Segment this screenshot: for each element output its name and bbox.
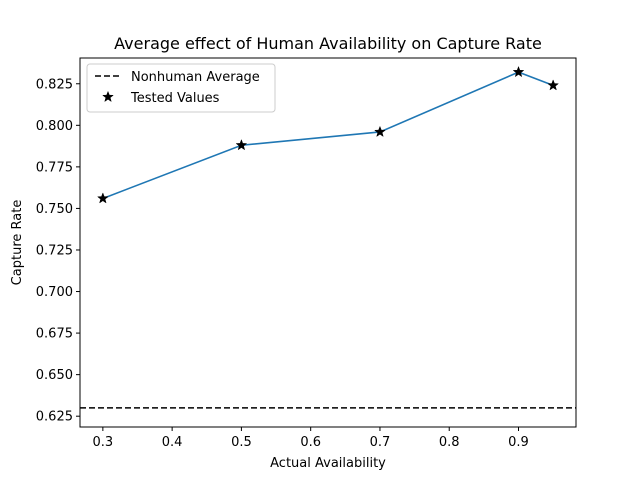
x-tick-label: 0.6 [300,435,321,450]
tested-value-star-marker [235,139,248,151]
x-tick-label: 0.7 [370,435,391,450]
y-tick-label: 0.625 [36,410,73,425]
y-axis: 0.625 0.650 0.675 0.700 0.725 0.750 0.775 0.800… [36,77,80,425]
y-axis-label: Capture Rate [10,200,25,286]
plot-area [80,65,576,409]
x-axis: 0.3 0.4 0.5 0.6 0.7 0.8 0.9 [93,427,529,450]
y-tick-label: 0.775 [36,160,73,175]
x-tick-label: 0.4 [162,435,183,450]
y-tick-label: 0.725 [36,243,73,258]
legend-box [86,63,276,113]
tested-value-star-marker [374,125,386,138]
legend-entry-tested-values: Tested Values [130,91,220,106]
tested-value-star-marker [96,192,109,204]
legend: Nonhuman Average Tested Values [86,63,276,113]
y-tick-label: 0.800 [36,119,73,134]
plot-frame [79,57,577,428]
y-tick-label: 0.825 [36,77,73,92]
x-axis-label: Actual Availability [270,456,386,471]
y-tick-label: 0.700 [36,285,73,300]
y-tick-label: 0.675 [36,327,73,342]
tested-value-star-marker [547,79,560,91]
y-tick-label: 0.650 [36,368,73,383]
legend-star-symbol [102,90,114,103]
x-tick-label: 0.5 [231,435,252,450]
legend-star-icon [102,90,114,103]
y-tick-label: 0.750 [36,202,73,217]
tested-value-star-marker [512,65,525,78]
x-tick-label: 0.9 [508,435,529,450]
x-tick-label: 0.3 [93,435,114,450]
chart-title: Average effect of Human Availability on … [114,34,542,53]
legend-entry-nonhuman-average: Nonhuman Average [131,70,260,85]
x-tick-label: 0.8 [439,435,460,450]
